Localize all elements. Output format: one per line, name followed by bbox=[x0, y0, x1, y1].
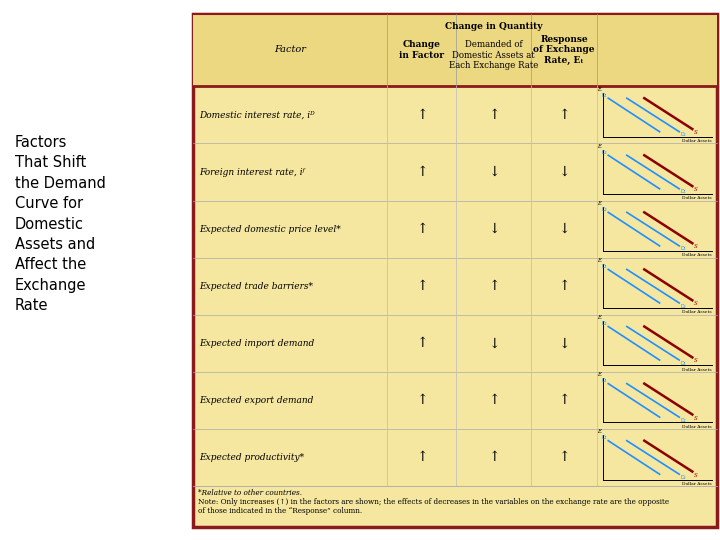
Text: E: E bbox=[597, 144, 601, 149]
Text: D₁: D₁ bbox=[680, 246, 686, 252]
Text: ↓: ↓ bbox=[558, 165, 570, 179]
Text: Expected domestic price level*: Expected domestic price level* bbox=[199, 225, 341, 234]
Text: E: E bbox=[597, 372, 601, 377]
Text: D₂: D₂ bbox=[680, 303, 686, 308]
Text: D₁: D₁ bbox=[680, 361, 686, 366]
Text: ↑: ↑ bbox=[416, 165, 428, 179]
Text: Expected trade barriers*: Expected trade barriers* bbox=[199, 282, 313, 291]
Text: ↑: ↑ bbox=[558, 279, 570, 293]
Text: D₂: D₂ bbox=[601, 150, 607, 155]
Text: D₁: D₁ bbox=[680, 190, 686, 194]
Bar bbox=[192, 14, 717, 86]
Text: ↑: ↑ bbox=[487, 450, 500, 464]
Text: Demanded of
Domestic Assets at
Each Exchange Rate: Demanded of Domestic Assets at Each Exch… bbox=[449, 40, 539, 70]
Text: Expected productivity*: Expected productivity* bbox=[199, 453, 304, 462]
Text: Note: Only increases (↑) in the factors are shown; the effects of decreases in t: Note: Only increases (↑) in the factors … bbox=[198, 498, 669, 515]
Text: D₁: D₁ bbox=[601, 93, 607, 98]
Text: D₂: D₂ bbox=[601, 321, 607, 326]
Text: ↑: ↑ bbox=[558, 393, 570, 407]
Text: *Relative to other countries.: *Relative to other countries. bbox=[198, 489, 302, 497]
Text: E: E bbox=[597, 201, 601, 206]
Text: Dollar Assets: Dollar Assets bbox=[683, 139, 712, 143]
Text: S: S bbox=[693, 130, 697, 135]
Text: ↑: ↑ bbox=[487, 393, 500, 407]
Text: S: S bbox=[693, 472, 697, 478]
Text: E: E bbox=[597, 87, 601, 92]
Text: Foreign interest rate, iᶠ: Foreign interest rate, iᶠ bbox=[199, 167, 305, 177]
Text: Dollar Assets: Dollar Assets bbox=[683, 368, 712, 372]
Text: ↑: ↑ bbox=[487, 108, 500, 122]
Text: ↓: ↓ bbox=[487, 222, 500, 236]
Text: S: S bbox=[693, 359, 697, 363]
Text: Domestic interest rate, iᴰ: Domestic interest rate, iᴰ bbox=[199, 111, 315, 119]
Text: E: E bbox=[597, 315, 601, 320]
Text: ↑: ↑ bbox=[416, 336, 428, 350]
Text: Factors
That Shift
the Demand
Curve for
Domestic
Assets and
Affect the
Exchange
: Factors That Shift the Demand Curve for … bbox=[15, 135, 106, 313]
Text: ↓: ↓ bbox=[487, 336, 500, 350]
Text: Factor: Factor bbox=[274, 45, 306, 55]
Text: ↑: ↑ bbox=[416, 108, 428, 122]
Text: E: E bbox=[597, 258, 601, 263]
Text: D₂: D₂ bbox=[680, 417, 686, 423]
Text: Change
in Factor: Change in Factor bbox=[399, 40, 444, 59]
Text: Response
of Exchange
Rate, Eₜ: Response of Exchange Rate, Eₜ bbox=[534, 35, 595, 65]
Text: Dollar Assets: Dollar Assets bbox=[683, 253, 712, 258]
Text: ↑: ↑ bbox=[558, 108, 570, 122]
Text: ↑: ↑ bbox=[416, 393, 428, 407]
Text: Expected export demand: Expected export demand bbox=[199, 396, 313, 405]
Text: D₁: D₁ bbox=[601, 264, 607, 269]
Text: ↑: ↑ bbox=[416, 222, 428, 236]
Text: ↑: ↑ bbox=[558, 450, 570, 464]
Text: D₂: D₂ bbox=[601, 207, 607, 212]
Text: Dollar Assets: Dollar Assets bbox=[683, 196, 712, 200]
Text: ↑: ↑ bbox=[416, 450, 428, 464]
Text: ↓: ↓ bbox=[558, 222, 570, 236]
Text: D₂: D₂ bbox=[680, 132, 686, 137]
Text: D₁: D₁ bbox=[601, 378, 607, 383]
Text: E: E bbox=[597, 429, 601, 434]
Text: Dollar Assets: Dollar Assets bbox=[683, 424, 712, 429]
Text: D₁: D₁ bbox=[601, 435, 607, 440]
Text: S: S bbox=[693, 416, 697, 421]
Text: S: S bbox=[693, 244, 697, 249]
Text: ↑: ↑ bbox=[487, 279, 500, 293]
Text: Change in Quantity: Change in Quantity bbox=[445, 22, 542, 31]
Text: S: S bbox=[693, 301, 697, 306]
Text: ↓: ↓ bbox=[487, 165, 500, 179]
Text: D₂: D₂ bbox=[680, 475, 686, 480]
Text: Dollar Assets: Dollar Assets bbox=[683, 310, 712, 314]
Text: S: S bbox=[693, 187, 697, 192]
Text: ↓: ↓ bbox=[558, 336, 570, 350]
Text: ↑: ↑ bbox=[416, 279, 428, 293]
Text: Expected import demand: Expected import demand bbox=[199, 339, 314, 348]
Text: Dollar Assets: Dollar Assets bbox=[683, 482, 712, 485]
